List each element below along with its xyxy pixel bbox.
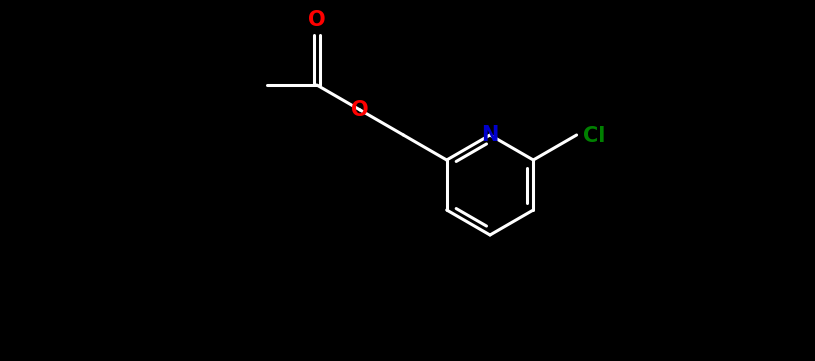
- Text: O: O: [308, 10, 326, 30]
- Text: N: N: [482, 125, 499, 145]
- Text: Cl: Cl: [583, 126, 605, 146]
- Text: O: O: [351, 100, 369, 120]
